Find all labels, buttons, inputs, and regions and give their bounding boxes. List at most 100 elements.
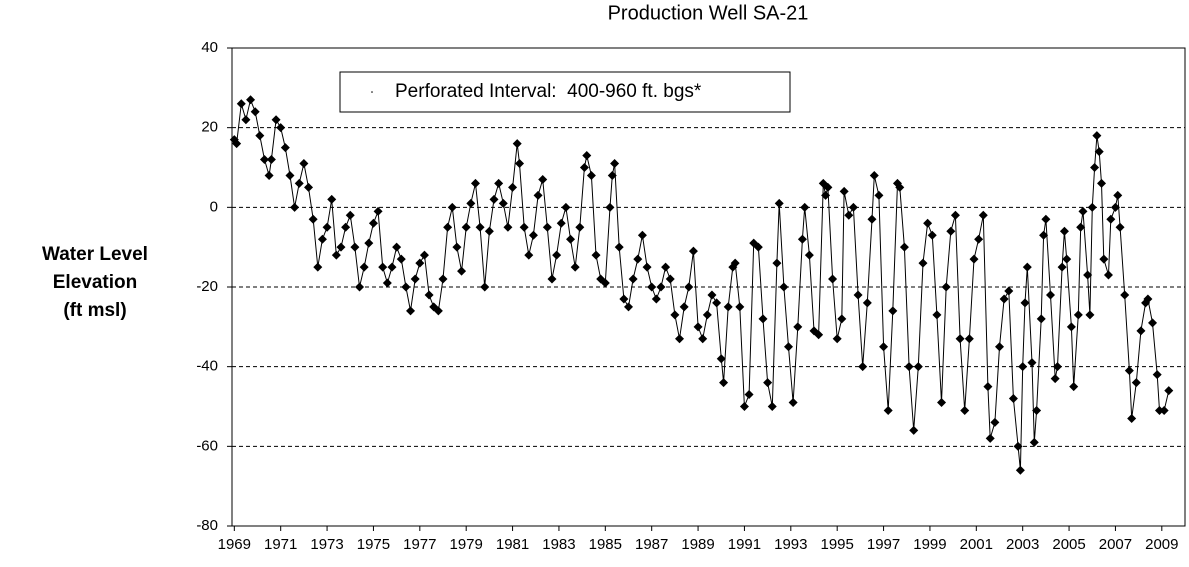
data-point — [823, 182, 833, 192]
x-tick-label: 1985 — [589, 536, 622, 553]
data-point — [570, 262, 580, 272]
data-point — [241, 115, 251, 125]
data-point — [723, 302, 733, 312]
data-point — [767, 402, 777, 411]
data-point — [1152, 370, 1162, 380]
data-point — [1083, 270, 1093, 280]
data-point — [387, 262, 397, 272]
data-point — [304, 182, 314, 192]
data-point — [904, 362, 914, 372]
data-point — [373, 206, 383, 216]
data-point — [1041, 214, 1051, 224]
data-point — [983, 382, 993, 392]
data-point — [1039, 230, 1049, 240]
data-point — [519, 222, 529, 232]
data-point — [927, 230, 937, 240]
data-point — [1057, 262, 1067, 272]
data-point — [470, 178, 480, 188]
data-point — [528, 230, 538, 240]
data-point — [1050, 374, 1060, 384]
data-point — [317, 234, 327, 244]
x-tick-label: 1975 — [357, 536, 390, 553]
data-point — [438, 274, 448, 284]
x-tick-label: 1993 — [774, 536, 807, 553]
data-point — [508, 182, 518, 192]
data-point — [285, 170, 295, 180]
data-point — [614, 242, 624, 252]
data-point — [814, 330, 824, 340]
data-point — [969, 254, 979, 264]
data-point — [424, 290, 434, 300]
data-point — [888, 306, 898, 316]
data-point — [1062, 254, 1072, 264]
data-point — [586, 170, 596, 180]
data-point — [693, 322, 703, 332]
data-point — [341, 222, 351, 232]
x-tick-label: 1987 — [635, 536, 668, 553]
x-tick-label: 2009 — [1145, 536, 1178, 553]
data-point — [772, 258, 782, 268]
data-point — [1022, 262, 1032, 272]
data-point — [990, 417, 1000, 427]
data-point — [1103, 270, 1113, 280]
data-point — [774, 198, 784, 208]
data-point — [299, 159, 309, 169]
data-point — [276, 123, 286, 133]
data-point — [1159, 405, 1169, 415]
data-point — [566, 234, 576, 244]
data-point — [867, 214, 877, 224]
data-point — [1078, 206, 1088, 216]
data-point — [651, 294, 661, 304]
data-point — [619, 294, 629, 304]
data-point — [874, 190, 884, 200]
data-point — [308, 214, 318, 224]
data-point — [995, 342, 1005, 352]
data-point — [327, 194, 337, 204]
data-point — [1164, 386, 1174, 396]
data-point — [1018, 362, 1028, 372]
data-point — [480, 282, 490, 292]
data-point — [542, 222, 552, 232]
data-point — [415, 258, 425, 268]
data-point — [960, 405, 970, 415]
data-point — [489, 194, 499, 204]
data-point — [591, 250, 601, 260]
data-point — [913, 362, 923, 372]
y-tick-label: 40 — [201, 39, 218, 56]
data-point — [452, 242, 462, 252]
x-tick-label: 1979 — [450, 536, 483, 553]
data-point — [1015, 465, 1025, 475]
y-axis-label: Elevation — [53, 272, 137, 293]
data-point — [1097, 178, 1107, 188]
data-point — [909, 425, 919, 435]
x-tick-label: 2003 — [1006, 536, 1039, 553]
data-point — [1148, 318, 1158, 328]
data-point — [656, 282, 666, 292]
data-point — [313, 262, 323, 272]
data-point — [941, 282, 951, 292]
x-tick-label: 1991 — [728, 536, 761, 553]
data-point — [250, 107, 260, 117]
x-tick-label: 1999 — [913, 536, 946, 553]
data-point — [1073, 310, 1083, 320]
data-point — [1106, 214, 1116, 224]
data-point — [331, 250, 341, 260]
data-point — [753, 242, 763, 252]
data-point — [561, 202, 571, 212]
data-point — [879, 342, 889, 352]
data-point — [556, 218, 566, 228]
x-tick-label: 1995 — [821, 536, 854, 553]
x-tick-label: 1977 — [403, 536, 436, 553]
data-point — [719, 378, 729, 388]
data-point — [466, 198, 476, 208]
data-point — [610, 159, 620, 169]
data-point — [498, 198, 508, 208]
data-point — [1004, 286, 1014, 296]
data-point — [350, 242, 360, 252]
data-point — [837, 314, 847, 324]
data-point — [461, 222, 471, 232]
data-point — [494, 178, 504, 188]
data-point — [763, 378, 773, 388]
data-point — [1008, 394, 1018, 404]
